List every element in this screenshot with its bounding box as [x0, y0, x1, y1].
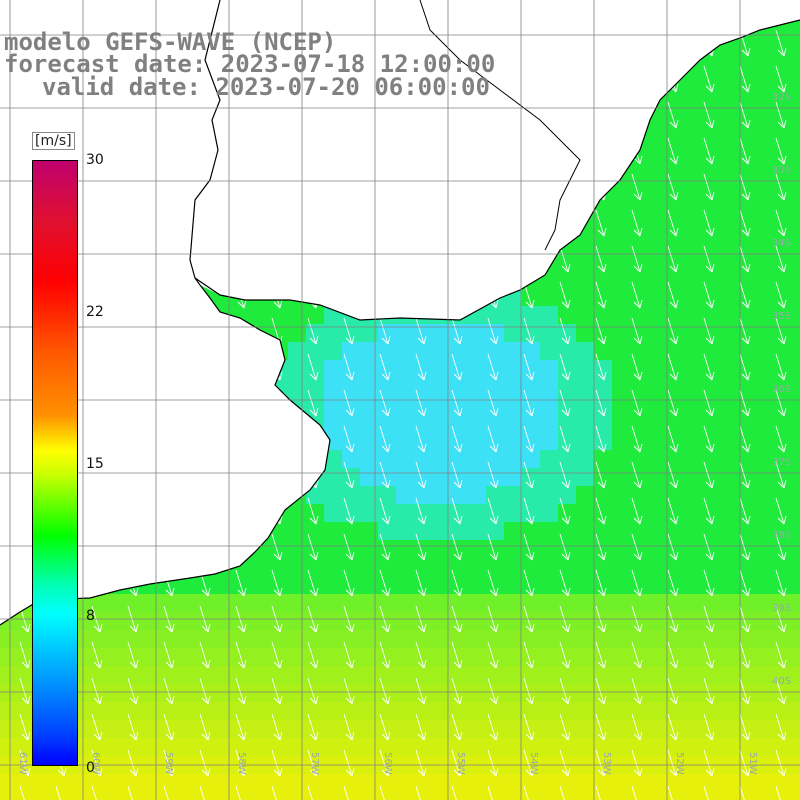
longitude-label: 60W	[90, 752, 101, 775]
longitude-label: 59W	[163, 752, 174, 775]
title-forecast-date: forecast date: 2023-07-18 12:00:00	[4, 50, 496, 78]
land-area	[0, 0, 800, 626]
longitude-label: 61W	[17, 752, 28, 775]
latitude-label: 39S	[772, 603, 791, 614]
longitude-labels: 61W 60W 59W 58W 57W 56W 55W 54W 53W 52W 51W	[17, 752, 758, 775]
title-model: modelo GEFS-WAVE (NCEP)	[4, 28, 337, 56]
latitude-label: 33S	[772, 165, 791, 176]
landmass-north	[190, 0, 800, 320]
latitude-label: 35S	[772, 311, 791, 322]
landmass-west	[0, 0, 330, 625]
colorbar	[32, 160, 78, 766]
longitude-label: 53W	[601, 752, 612, 775]
colorbar-tick-15: 15	[86, 456, 104, 472]
coastline	[0, 0, 331, 626]
latitude-label: 40S	[772, 676, 791, 687]
longitude-label: 58W	[236, 752, 247, 775]
latitude-label: 36S	[772, 384, 791, 395]
colorbar-tick-0: 0	[86, 760, 95, 776]
river-border	[419, 0, 581, 251]
latitude-label: 32S	[772, 92, 791, 103]
latitude-labels: 32S 33S 34S 35S 36S 37S 38S 39S 40S	[772, 92, 791, 687]
longitude-label: 55W	[455, 752, 466, 775]
title-valid-date: valid date: 2023-07-20 06:00:00	[42, 73, 490, 101]
longitude-label: 52W	[674, 752, 685, 775]
colorbar-tick-22: 22	[86, 304, 104, 320]
latitude-label: 38S	[772, 530, 791, 541]
coastline-north	[194, 19, 800, 321]
longitude-label: 51W	[747, 752, 758, 775]
latitude-label: 37S	[772, 457, 791, 468]
colorbar-tick-30: 30	[86, 152, 104, 168]
longitude-label: 56W	[382, 752, 393, 775]
latitude-label: 34S	[772, 238, 791, 249]
colorbar-unit: [m/s]	[32, 132, 75, 150]
colorbar-tick-8: 8	[86, 608, 95, 624]
longitude-label: 57W	[309, 752, 320, 775]
longitude-label: 54W	[528, 752, 539, 775]
